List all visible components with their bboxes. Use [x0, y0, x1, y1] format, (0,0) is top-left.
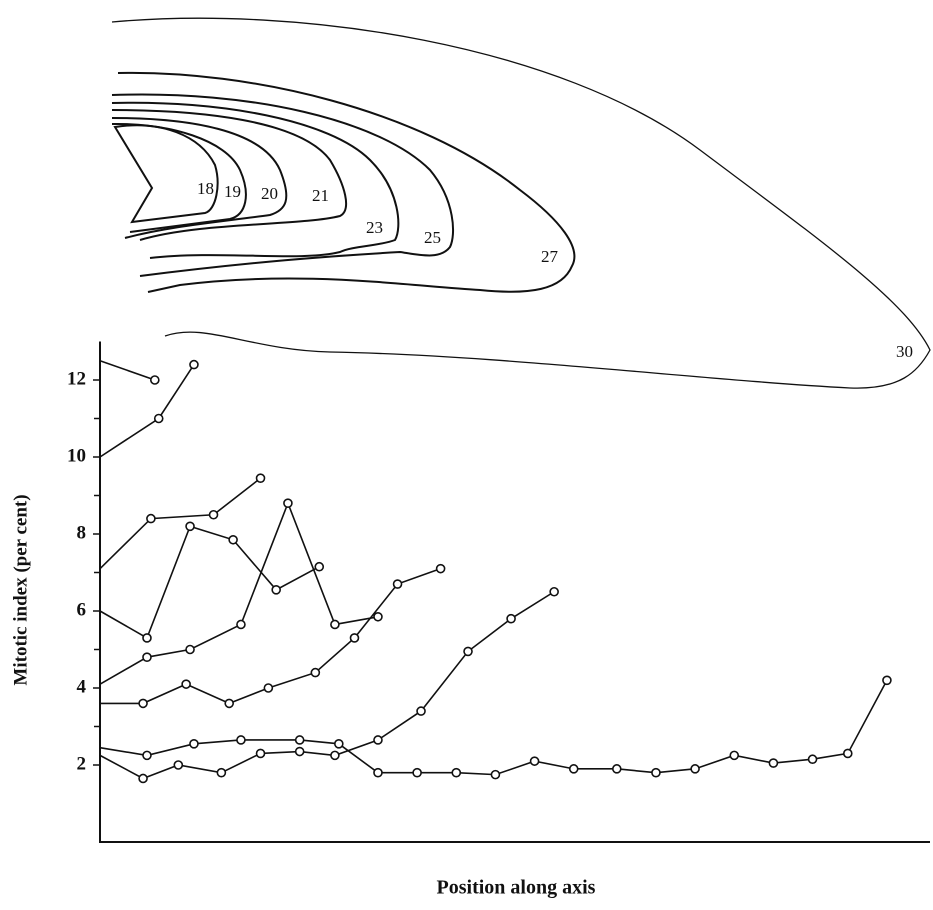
- y-tick-label: 12: [67, 368, 86, 389]
- outline-25: [111, 93, 455, 277]
- y-tick-label: 2: [77, 753, 87, 774]
- data-point: [506, 613, 516, 624]
- data-point: [181, 679, 191, 689]
- data-point: [373, 767, 383, 778]
- series-line: [99, 477, 262, 570]
- data-point: [263, 683, 274, 693]
- data-point: [146, 513, 156, 524]
- data-point: [392, 579, 403, 589]
- y-tick-label: 4: [77, 676, 87, 697]
- series-line: [99, 359, 156, 381]
- data-point: [463, 646, 473, 657]
- outline-30: [111, 17, 931, 389]
- data-point: [208, 509, 219, 520]
- data-point: [349, 633, 360, 643]
- data-point: [138, 698, 148, 709]
- data-point: [294, 735, 305, 745]
- data-point: [334, 739, 344, 749]
- data-point: [330, 750, 340, 761]
- data-point: [142, 652, 152, 663]
- data-point: [314, 561, 325, 572]
- stage-label: 27: [541, 247, 559, 266]
- outline-20: [111, 117, 288, 239]
- data-point: [435, 563, 446, 574]
- y-tick-label: 8: [77, 522, 87, 543]
- y-axis-label: Mitotic index (per cent): [10, 494, 31, 685]
- data-point: [416, 706, 426, 716]
- data-point: [216, 767, 227, 778]
- outline-21: [111, 109, 348, 241]
- data-point: [729, 750, 740, 761]
- y-tick-label: 6: [77, 599, 87, 620]
- data-point: [173, 760, 184, 770]
- data-point: [142, 633, 152, 643]
- data-point: [490, 769, 501, 780]
- data-point: [283, 498, 293, 509]
- data-point: [236, 619, 246, 630]
- series-line: [99, 679, 888, 776]
- series-line: [99, 500, 379, 685]
- data-point: [690, 764, 700, 774]
- data-point: [568, 764, 579, 774]
- outline-23: [111, 101, 400, 259]
- data-point: [153, 413, 164, 424]
- stage-label: 19: [224, 182, 241, 201]
- data-point: [768, 758, 779, 768]
- stage-label: 25: [424, 228, 441, 247]
- data-point: [842, 748, 853, 759]
- data-point: [224, 698, 234, 709]
- data-point: [189, 739, 199, 749]
- data-point: [807, 754, 818, 765]
- stage-label: 20: [261, 184, 278, 203]
- data-point: [651, 767, 661, 778]
- data-point: [611, 764, 622, 774]
- data-point: [228, 534, 238, 545]
- data-point: [412, 767, 422, 778]
- outline-18: [113, 124, 219, 224]
- data-point: [529, 756, 540, 766]
- series-line: [99, 591, 555, 780]
- embryo-outlines: 18 19 20 21 23 25 27 30: [111, 17, 931, 389]
- data-point: [330, 619, 340, 630]
- data-point: [549, 586, 559, 597]
- data-point: [451, 767, 462, 778]
- stage-label: 18: [197, 179, 214, 198]
- data-point: [185, 644, 195, 655]
- data-point: [236, 735, 246, 745]
- data-point: [138, 773, 148, 784]
- data-point: [142, 750, 152, 761]
- series-line: [99, 364, 195, 458]
- outline-27: [117, 71, 576, 293]
- data-point: [373, 611, 383, 622]
- data-point: [882, 675, 892, 686]
- data-point: [150, 375, 160, 385]
- stage-label: 21: [312, 186, 329, 205]
- y-tick-label: 10: [67, 445, 86, 466]
- data-point: [271, 585, 281, 595]
- x-axis-label: Position along axis: [437, 877, 596, 899]
- data-point: [294, 746, 305, 757]
- data-point: [310, 667, 321, 678]
- data-point: [373, 735, 383, 745]
- series-line: [99, 525, 320, 640]
- stage-label: 30: [896, 342, 913, 361]
- data-point: [255, 473, 266, 483]
- data-point: [185, 521, 195, 532]
- data-point: [255, 748, 266, 759]
- data-point: [189, 359, 199, 370]
- stage-label: 23: [366, 218, 383, 237]
